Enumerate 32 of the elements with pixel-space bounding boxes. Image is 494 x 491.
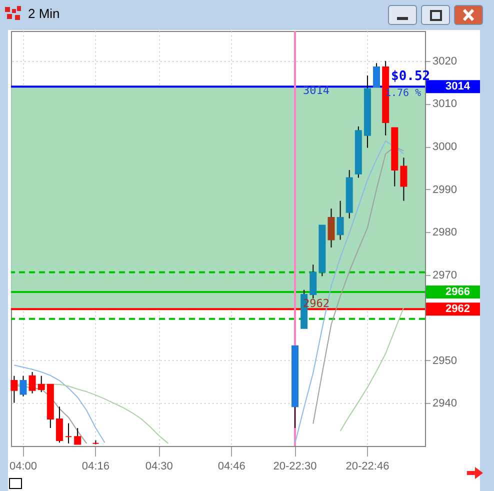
- y-tick-label: 2970: [432, 269, 457, 282]
- y-tick-label: 3000: [432, 141, 457, 154]
- candlestick: [38, 375, 45, 393]
- chart-title: 2 Min: [28, 6, 60, 21]
- candlestick: [328, 208, 335, 248]
- candlestick: [74, 428, 82, 445]
- candlestick: [20, 375, 27, 397]
- y-tick-label: 3020: [432, 55, 457, 68]
- candlestick: [56, 406, 63, 444]
- annotation: $0.52: [391, 69, 430, 84]
- x-tick-label: 20-22:30: [273, 460, 317, 472]
- candlestick: [10, 375, 18, 404]
- candlestick: [400, 157, 408, 202]
- x-tick-label: 04:00: [9, 460, 37, 472]
- x-tick-label: 04:30: [145, 460, 173, 472]
- x-tick-label: 04:46: [218, 460, 246, 472]
- y-tick-label: 2940: [432, 398, 457, 410]
- candlestick: [373, 62, 380, 88]
- candlestick: [336, 200, 344, 240]
- annotation: 3014: [303, 84, 330, 97]
- y-tick-label: 2980: [432, 226, 457, 239]
- candlestick: [310, 264, 317, 299]
- y-tick-label: 2990: [432, 184, 457, 196]
- candlestick: [65, 422, 72, 444]
- candlestick: [28, 371, 36, 394]
- ref-line-label: 3014: [446, 80, 471, 93]
- x-tick-label: 04:16: [82, 460, 110, 472]
- x-tick-label: 20-22:46: [346, 460, 390, 472]
- y-tick-label: 3010: [432, 98, 457, 110]
- y-tick-label: 2950: [432, 354, 457, 367]
- ref-line-label: 2966: [446, 286, 470, 298]
- ref-line-label: 2962: [446, 303, 470, 316]
